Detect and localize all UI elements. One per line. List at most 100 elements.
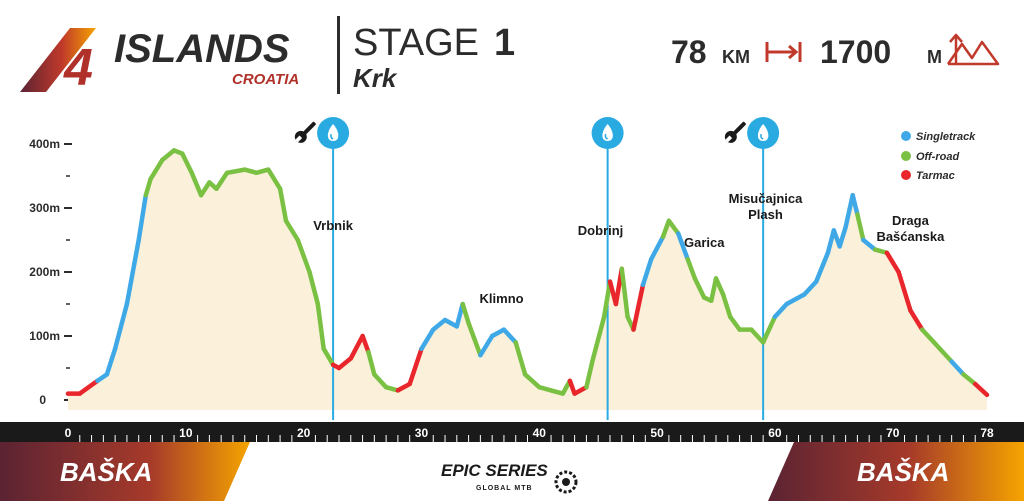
profile-segment-singletrack	[112, 301, 130, 352]
legend-swatch-offroad	[901, 151, 911, 161]
profile-segment-singletrack	[419, 327, 436, 352]
y-tick-label: 300m	[29, 201, 60, 215]
profile-segment-singletrack	[843, 192, 855, 230]
profile-segment-offroad	[198, 180, 212, 198]
profile-segment-offroad	[307, 269, 321, 307]
sponsor-logo: EPIC SERIES GLOBAL MTB	[441, 461, 578, 494]
distance-unit: KM	[722, 47, 750, 67]
x-tick-label: 60	[768, 426, 782, 440]
profile-segment-singletrack	[949, 359, 966, 377]
profile-segment-offroad	[295, 237, 312, 275]
profile-segment-tarmac	[360, 333, 371, 355]
brand-country: CROATIA	[232, 71, 299, 88]
profile-segment-tarmac	[884, 250, 901, 275]
stage-word: STAGE	[353, 22, 479, 64]
y-tick-label: 100m	[29, 329, 60, 343]
brand-name: ISLANDS	[114, 27, 290, 71]
place-label: Dobrinj	[578, 223, 624, 238]
start-label: BAŠKA	[60, 457, 152, 487]
profile-segment-singletrack	[813, 250, 831, 284]
chainring-icon	[554, 470, 578, 494]
x-tick-label: 70	[886, 426, 900, 440]
x-tick-label: 50	[650, 426, 664, 440]
legend-item-singletrack: Singletrack	[901, 131, 976, 143]
stage-place: Krk	[353, 63, 398, 93]
place-label: Klimno	[480, 291, 524, 306]
profile-segment-singletrack	[478, 333, 495, 358]
profile-segment-offroad	[660, 218, 672, 240]
distance-stat: 78 KM	[671, 34, 802, 70]
profile-segment-offroad	[685, 256, 698, 281]
elevation-stat: 1700 M	[820, 33, 1000, 70]
stage-number: 1	[494, 22, 515, 64]
profile-segment-offroad	[619, 266, 630, 320]
profile-segment-offroad	[277, 186, 289, 224]
profile-segment-offroad	[160, 148, 177, 163]
profile-segment-offroad	[224, 167, 247, 176]
profile-segment-offroad	[749, 327, 766, 345]
legend-swatch-singletrack	[901, 131, 911, 141]
x-axis-labels: 0 10 20 30 40 50 60 70 78	[65, 426, 994, 442]
profile-segment-singletrack	[648, 234, 666, 262]
x-tick-label: 40	[533, 426, 547, 440]
place-label: Misučajnica Plash	[729, 191, 803, 222]
profile-segment-offroad	[315, 301, 326, 352]
profile-segment-offroad	[180, 151, 194, 176]
x-tick-label: 20	[297, 426, 311, 440]
x-tick-label: 10	[179, 426, 193, 440]
profile-segment-tarmac	[407, 346, 424, 387]
legend-swatch-tarmac	[901, 170, 911, 180]
sponsor-main: EPIC SERIES	[441, 461, 548, 480]
profile-segment-singletrack	[861, 237, 878, 252]
brand-number: 4	[63, 39, 93, 97]
profile-segment-offroad	[692, 276, 707, 300]
profile-segment-offroad	[513, 340, 528, 377]
y-tick-label: 200m	[29, 265, 60, 279]
x-tick-label: 78	[980, 426, 994, 440]
finish-banner: BAŠKA	[768, 442, 1024, 501]
x-tick-label: 30	[415, 426, 429, 440]
legend-item-offroad: Off-road	[901, 151, 959, 163]
profile-segment-offroad	[189, 170, 204, 198]
start-banner: BAŠKA	[0, 442, 250, 501]
y-tick-label: 400m	[29, 137, 60, 151]
profile-segment-offroad	[666, 218, 681, 236]
profile-segment-singletrack	[104, 346, 118, 377]
profile-segment-singletrack	[676, 231, 690, 262]
profile-segment-offroad	[584, 359, 595, 390]
sponsor-sub: GLOBAL MTB	[476, 485, 533, 492]
mountains-up-icon	[946, 33, 1000, 66]
place-label: Vrbnik	[313, 218, 354, 233]
elevation-value: 1700	[820, 34, 891, 70]
profile-segment-tarmac	[77, 378, 100, 396]
logo-slash-shape	[20, 28, 96, 92]
profile-segment-offroad	[466, 320, 483, 358]
water-drop-icon	[317, 117, 350, 149]
profile-segment-tarmac	[908, 308, 925, 332]
profile-segment-singletrack	[772, 301, 789, 320]
y-tick-label: 0	[39, 393, 46, 407]
profile-segment-singletrack	[640, 256, 654, 288]
profile-segment-offroad	[460, 301, 471, 326]
profile-segment-offroad	[372, 372, 389, 390]
brand-logo: 4 ISLANDS CROATIA	[20, 27, 299, 97]
elevation-unit: M	[927, 47, 942, 67]
profile-segment-offroad	[366, 349, 377, 377]
profile-segment-offroad	[148, 157, 165, 182]
profile-segment-offroad	[283, 218, 301, 243]
profile-segment-offroad	[720, 292, 733, 320]
profile-segment-tarmac	[631, 282, 646, 332]
profile-chart: Vrbnik Klimno Dobrinj Garica Misučajnica Plas…	[64, 117, 990, 420]
profile-segment-offroad	[961, 372, 978, 387]
y-axis-labels: 400m 300m 200m 100m 0	[29, 137, 60, 407]
legend-label: Off-road	[916, 151, 959, 163]
finish-banner-shape	[768, 442, 1024, 501]
start-banner-shape	[0, 442, 250, 501]
water-drop-icon	[747, 117, 780, 149]
profile-segment-singletrack	[784, 292, 807, 307]
place-label: Garica	[684, 235, 725, 250]
distance-arrow-icon	[765, 42, 802, 62]
profile-segment-offroad	[713, 276, 726, 297]
place-label: Draga Bašćanska	[876, 213, 945, 244]
